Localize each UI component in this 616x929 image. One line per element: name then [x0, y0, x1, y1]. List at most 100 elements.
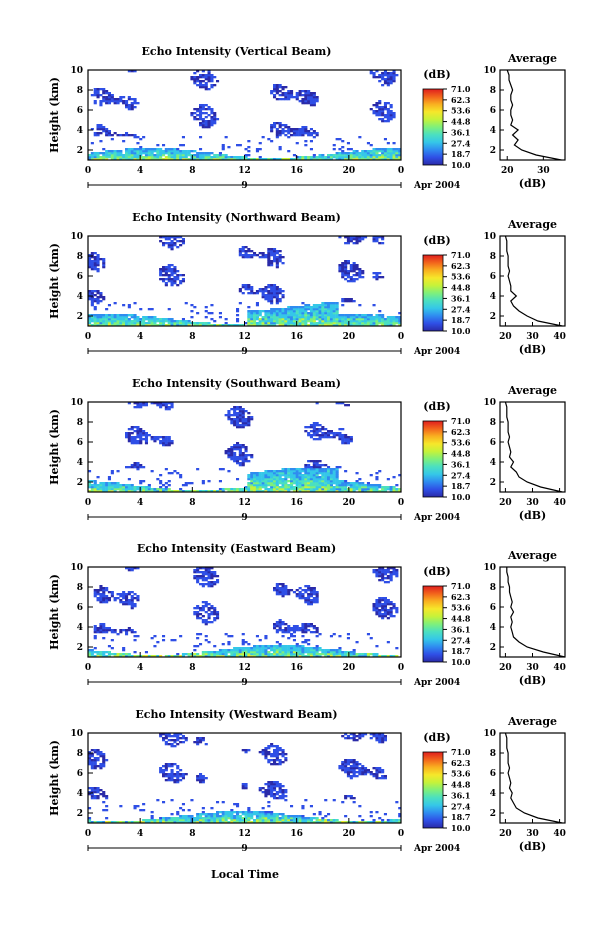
echo-cell [284, 631, 288, 634]
echo-cell [301, 310, 305, 313]
echo-cell [304, 482, 308, 485]
echo-cell [355, 158, 359, 161]
echo-cell [170, 320, 174, 323]
echo-cell [258, 478, 262, 481]
echo-cell [321, 482, 325, 485]
echo-cell [335, 306, 339, 309]
echo-cell [270, 472, 274, 475]
echo-cell [233, 460, 237, 463]
echo-cell [315, 310, 319, 313]
echo-cell [281, 484, 285, 487]
echo-cell [386, 486, 390, 489]
echo-cell [218, 158, 222, 161]
echo-cell [247, 154, 251, 157]
echo-cell [230, 649, 234, 652]
echo-cell [93, 260, 97, 263]
echo-cell [139, 466, 143, 469]
echo-cell [332, 819, 336, 822]
echo-cell [184, 320, 188, 323]
echo-cell [369, 322, 373, 325]
echo-cell [281, 308, 285, 311]
echo-cell [321, 322, 325, 325]
echo-cell [113, 490, 117, 493]
echo-cell [352, 765, 356, 768]
echo-cell [383, 737, 387, 740]
echo-cell [341, 767, 345, 770]
echo-cell [386, 821, 390, 824]
echo-cell [142, 432, 146, 435]
echo-cell [281, 789, 285, 792]
echo-cell [375, 655, 379, 658]
echo-cell [167, 480, 171, 483]
echo-cell [309, 647, 313, 650]
echo-cell [278, 625, 282, 628]
echo-cell [398, 316, 402, 319]
echo-cell [378, 148, 382, 151]
echo-cell [389, 78, 393, 81]
echo-cell [292, 480, 296, 483]
echo-cell [90, 154, 94, 157]
echo-cell [227, 641, 231, 644]
echo-cell [113, 156, 117, 159]
echo-cell [273, 647, 277, 650]
echo-cell [105, 795, 109, 798]
echo-cell [127, 629, 131, 632]
echo-cell [287, 96, 291, 99]
echo-cell [312, 430, 316, 433]
echo-cell [127, 593, 131, 596]
echo-cell [105, 100, 109, 103]
echo-cell [207, 651, 211, 654]
echo-cell [338, 158, 342, 161]
echo-cell [90, 787, 94, 790]
echo-cell [247, 306, 251, 309]
echo-cell [346, 262, 350, 265]
echo-cell [312, 432, 316, 435]
echo-cell [304, 94, 308, 97]
echo-cell [164, 817, 168, 820]
echo-cell [278, 753, 282, 756]
echo-cell [381, 609, 385, 612]
echo-cell [304, 597, 308, 600]
echo-cell [167, 773, 171, 776]
echo-cell [378, 655, 382, 658]
echo-cell [93, 264, 97, 267]
echo-cell [304, 484, 308, 487]
echo-cell [309, 320, 313, 323]
echo-cell [119, 595, 123, 598]
echo-cell [381, 108, 385, 111]
echo-cell [327, 304, 331, 307]
echo-cell [193, 82, 197, 85]
echo-cell [281, 486, 285, 489]
echo-cell [372, 571, 376, 574]
echo-cell [275, 158, 279, 161]
echo-cell [236, 444, 240, 447]
echo-cell [236, 651, 240, 654]
echo-cell [199, 617, 203, 620]
echo-cell [227, 456, 231, 459]
echo-cell [213, 320, 217, 323]
echo-cell [110, 316, 114, 319]
echo-cell [238, 156, 242, 159]
average-y-tick-label: 8 [490, 583, 496, 593]
echo-cell [344, 767, 348, 770]
echo-cell [133, 651, 137, 654]
echo-cell [216, 613, 220, 616]
echo-cell [250, 490, 254, 493]
echo-cell [196, 322, 200, 325]
echo-cell [110, 94, 114, 97]
echo-cell [332, 320, 336, 323]
echo-cell [307, 482, 311, 485]
echo-cell [204, 577, 208, 580]
echo-cell [181, 777, 185, 780]
echo-cell [361, 318, 365, 321]
echo-cell [250, 312, 254, 315]
echo-cell [159, 406, 163, 409]
echo-cell [153, 316, 157, 319]
echo-cell [338, 154, 342, 157]
echo-cell [227, 490, 231, 493]
echo-cell [307, 625, 311, 628]
echo-cell [378, 597, 382, 600]
echo-cell [383, 156, 387, 159]
echo-cell [247, 454, 251, 457]
echo-cell [241, 250, 245, 253]
